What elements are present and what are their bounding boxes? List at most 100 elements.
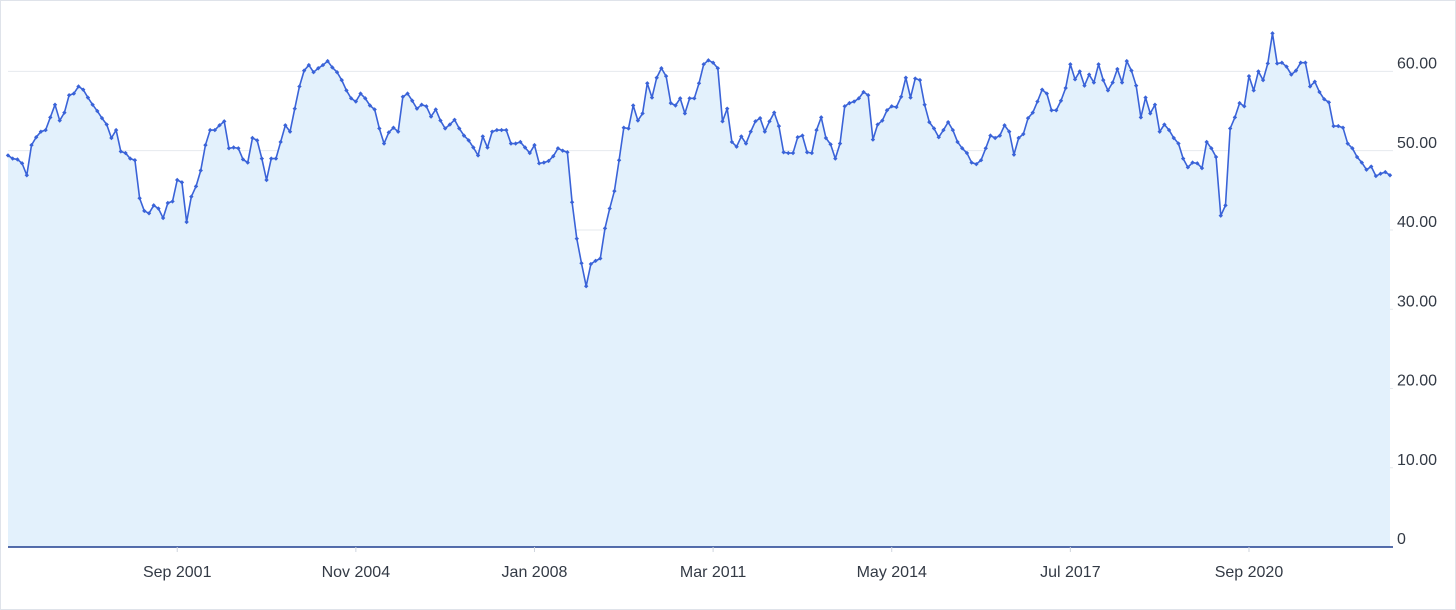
point xyxy=(659,66,664,71)
point xyxy=(1021,131,1026,137)
point xyxy=(363,96,368,101)
point xyxy=(372,107,377,112)
point xyxy=(344,88,349,93)
point xyxy=(137,196,142,201)
point xyxy=(1350,146,1355,151)
point xyxy=(729,139,735,145)
point xyxy=(541,160,547,165)
point xyxy=(532,142,537,148)
point xyxy=(297,84,302,89)
point xyxy=(1077,69,1082,74)
point xyxy=(856,96,862,101)
point xyxy=(123,150,128,156)
point xyxy=(1011,152,1017,157)
point xyxy=(1072,77,1078,82)
point xyxy=(1199,165,1205,171)
point xyxy=(81,87,86,92)
point xyxy=(682,111,688,116)
point xyxy=(677,96,683,101)
point xyxy=(1138,115,1144,120)
point xyxy=(1260,77,1266,83)
point xyxy=(461,133,467,138)
point xyxy=(964,150,970,156)
point xyxy=(471,145,476,150)
point xyxy=(438,118,443,123)
point xyxy=(776,123,782,129)
point xyxy=(184,219,189,225)
point xyxy=(978,157,984,163)
point xyxy=(1331,123,1336,129)
point xyxy=(795,135,800,140)
point xyxy=(1242,104,1247,109)
point xyxy=(635,118,641,123)
point xyxy=(743,141,749,146)
point xyxy=(38,129,44,134)
y-tick-label: 40.00 xyxy=(1397,214,1437,231)
point xyxy=(419,102,424,107)
point xyxy=(316,66,321,71)
point xyxy=(1086,72,1092,77)
point xyxy=(626,126,631,131)
point xyxy=(1002,123,1007,128)
point xyxy=(739,134,744,139)
x-tick-label: Sep 2001 xyxy=(143,564,212,581)
point xyxy=(1303,60,1308,65)
point xyxy=(231,145,236,150)
point xyxy=(1185,165,1191,170)
point xyxy=(1124,58,1129,64)
point xyxy=(24,173,30,178)
point xyxy=(508,141,514,146)
point xyxy=(1063,85,1068,91)
point xyxy=(334,70,340,75)
point xyxy=(1340,125,1346,130)
point xyxy=(339,77,344,83)
point xyxy=(10,156,15,161)
point xyxy=(889,104,894,109)
point xyxy=(833,156,838,161)
point xyxy=(19,161,25,166)
point xyxy=(814,127,819,133)
point xyxy=(193,184,199,189)
point xyxy=(1115,66,1120,72)
point xyxy=(1148,111,1153,116)
point xyxy=(1368,164,1374,169)
point xyxy=(1373,173,1379,179)
point xyxy=(240,157,246,162)
point xyxy=(1223,203,1228,208)
point xyxy=(395,129,401,134)
point xyxy=(692,96,697,101)
point xyxy=(151,203,156,208)
x-tick-label: May 2014 xyxy=(857,564,927,581)
point xyxy=(1289,72,1294,77)
point xyxy=(480,134,485,139)
point xyxy=(269,156,274,161)
point xyxy=(76,84,81,89)
point xyxy=(442,126,448,131)
point xyxy=(612,188,617,194)
point xyxy=(1246,73,1252,79)
point xyxy=(536,161,542,166)
point xyxy=(367,103,373,108)
point xyxy=(950,127,956,133)
point xyxy=(1119,80,1125,85)
point xyxy=(757,115,763,121)
point xyxy=(1359,160,1364,165)
point xyxy=(1180,156,1186,161)
point xyxy=(1298,60,1303,65)
point xyxy=(607,206,612,211)
point xyxy=(226,146,232,151)
point xyxy=(687,96,692,101)
point xyxy=(1143,95,1148,100)
point xyxy=(781,150,786,155)
point xyxy=(579,261,584,266)
point xyxy=(715,66,721,71)
point xyxy=(913,76,918,81)
point xyxy=(1152,102,1158,107)
point xyxy=(386,130,391,135)
point xyxy=(160,215,166,221)
point xyxy=(908,95,913,100)
point xyxy=(720,119,725,124)
point xyxy=(381,141,387,146)
point xyxy=(1133,83,1139,88)
point xyxy=(992,135,998,141)
